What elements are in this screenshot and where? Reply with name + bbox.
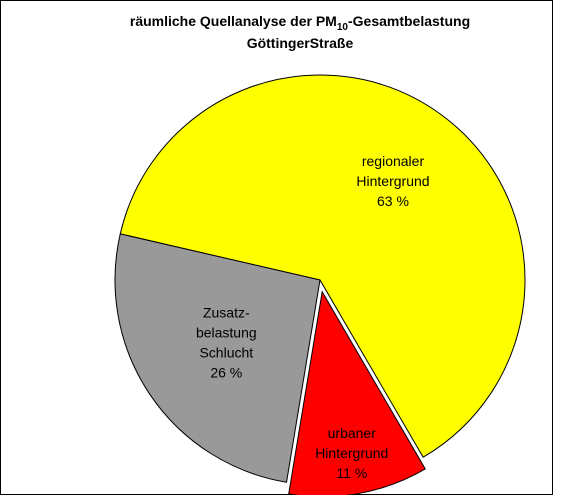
slice-category: Schlucht — [199, 345, 253, 361]
title-part: -Gesamtbelastung — [348, 13, 470, 29]
slice-label: Zusatz-belastung Schlucht 26 % — [196, 305, 257, 381]
slice-category: regionaler — [362, 153, 425, 169]
slice-label: regionaler Hintergrund 63 % — [356, 153, 429, 209]
slice-label: urbaner Hintergrund 11 % — [315, 425, 388, 481]
chart-title: räumliche Quellanalyse der PM10-Gesamtbe… — [130, 13, 470, 33]
pie-slice — [114, 233, 321, 483]
slice-value-label: 26 % — [210, 365, 242, 381]
slice-value-label: 63 % — [377, 193, 409, 209]
title-subscript: 10 — [337, 22, 349, 33]
pie-slice — [119, 74, 526, 458]
slice-category: belastung — [196, 325, 257, 341]
slice-category: Zusatz- — [203, 305, 250, 321]
slice-value-label: 11 % — [336, 465, 367, 481]
pie-slice — [288, 290, 426, 495]
slice-category: Hintergrund — [315, 445, 388, 461]
title-part: räumliche Quellanalyse der PM — [130, 13, 337, 29]
slice-category: Hintergrund — [356, 173, 429, 189]
slice-category: urbaner — [328, 425, 377, 441]
chart-subtitle: GöttingerStraße — [247, 35, 354, 51]
